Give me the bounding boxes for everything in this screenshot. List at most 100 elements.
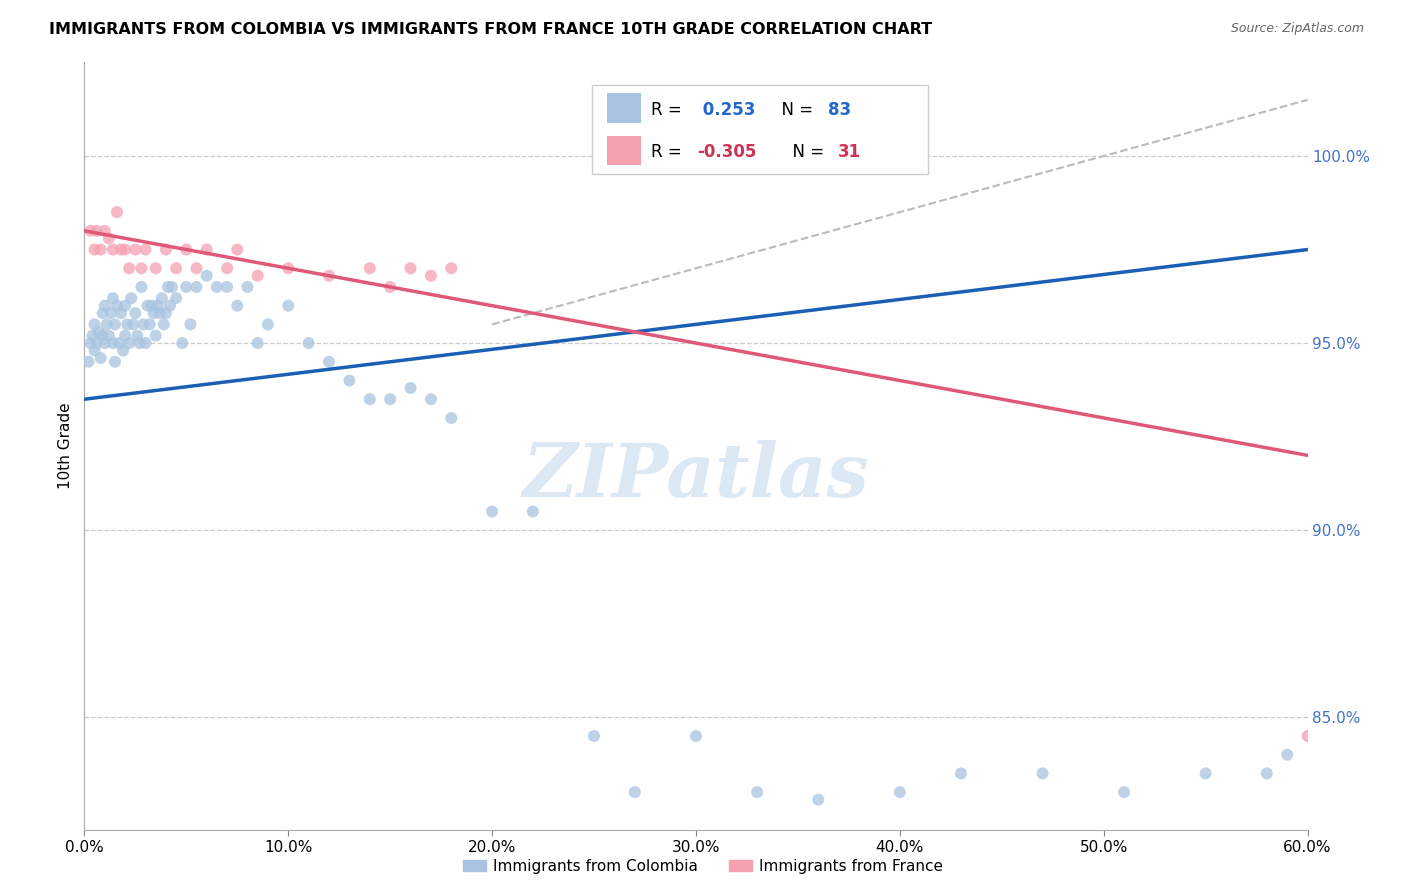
Text: N =: N = xyxy=(770,101,818,120)
Point xyxy=(90,243,112,257)
Point xyxy=(165,261,187,276)
Point xyxy=(93,299,115,313)
Point xyxy=(124,306,146,320)
Point xyxy=(155,306,177,320)
Point xyxy=(246,268,269,283)
Point xyxy=(420,268,443,283)
Point xyxy=(77,355,100,369)
Point xyxy=(195,243,218,257)
Point xyxy=(136,299,159,313)
Point xyxy=(174,243,197,257)
Legend: Immigrants from Colombia, Immigrants from France: Immigrants from Colombia, Immigrants fro… xyxy=(457,853,949,880)
Point xyxy=(1296,729,1319,743)
Point xyxy=(114,299,136,313)
Point xyxy=(122,318,145,332)
Point xyxy=(83,343,105,358)
Point xyxy=(96,318,118,332)
Point xyxy=(186,261,208,276)
Point xyxy=(87,325,110,339)
Point xyxy=(950,766,973,780)
Point xyxy=(481,504,503,518)
Point xyxy=(110,243,132,257)
Point xyxy=(1195,766,1218,780)
Point xyxy=(97,328,120,343)
Point xyxy=(685,729,707,743)
Point xyxy=(440,411,463,425)
Point xyxy=(236,280,259,294)
Point xyxy=(145,261,167,276)
Point xyxy=(339,374,361,388)
Text: 83: 83 xyxy=(828,101,851,120)
Point xyxy=(135,336,157,351)
Text: -0.305: -0.305 xyxy=(697,144,756,161)
Point xyxy=(86,336,108,351)
Point xyxy=(359,392,381,407)
Point xyxy=(108,336,131,351)
Point xyxy=(277,261,299,276)
Point xyxy=(132,318,155,332)
Point xyxy=(257,318,280,332)
Point xyxy=(277,299,299,313)
Point xyxy=(91,306,114,320)
Point xyxy=(217,280,239,294)
Point xyxy=(205,280,228,294)
Point xyxy=(118,261,141,276)
Point xyxy=(318,355,340,369)
Point xyxy=(91,328,114,343)
Point xyxy=(114,328,136,343)
Point xyxy=(101,291,124,305)
Point xyxy=(359,261,381,276)
Point xyxy=(153,318,176,332)
Point xyxy=(120,291,142,305)
Point xyxy=(440,261,463,276)
Point xyxy=(124,243,146,257)
Point xyxy=(217,261,239,276)
Point xyxy=(79,224,101,238)
Point xyxy=(104,355,127,369)
Point xyxy=(399,381,422,395)
Point xyxy=(165,291,187,305)
Point xyxy=(141,299,163,313)
Point xyxy=(380,280,402,294)
Point xyxy=(131,280,153,294)
Point xyxy=(226,299,249,313)
Point xyxy=(298,336,321,351)
Point xyxy=(583,729,606,743)
Point xyxy=(160,280,183,294)
Point xyxy=(522,504,544,518)
Point xyxy=(1114,785,1136,799)
Point xyxy=(174,280,197,294)
Point xyxy=(146,299,169,313)
Point xyxy=(747,785,769,799)
Text: Source: ZipAtlas.com: Source: ZipAtlas.com xyxy=(1230,22,1364,36)
Point xyxy=(1032,766,1054,780)
Point xyxy=(104,318,127,332)
Point xyxy=(135,243,157,257)
Point xyxy=(145,328,167,343)
Point xyxy=(195,268,218,283)
Point xyxy=(127,328,149,343)
Text: R =: R = xyxy=(651,101,686,120)
Text: 31: 31 xyxy=(838,144,860,161)
Point xyxy=(115,318,138,332)
Point xyxy=(150,291,173,305)
Bar xyxy=(606,94,641,122)
Point xyxy=(1277,747,1299,762)
Point xyxy=(246,336,269,351)
Point xyxy=(807,792,830,806)
Point xyxy=(97,231,120,245)
Point xyxy=(186,280,208,294)
Bar xyxy=(592,86,928,174)
Point xyxy=(226,243,249,257)
Point xyxy=(128,336,150,351)
Point xyxy=(112,343,135,358)
Point xyxy=(624,785,647,799)
Point xyxy=(105,299,128,313)
Text: IMMIGRANTS FROM COLOMBIA VS IMMIGRANTS FROM FRANCE 10TH GRADE CORRELATION CHART: IMMIGRANTS FROM COLOMBIA VS IMMIGRANTS F… xyxy=(49,22,932,37)
Point xyxy=(83,318,105,332)
Point xyxy=(93,336,115,351)
Point xyxy=(420,392,443,407)
Point xyxy=(118,336,141,351)
Text: 0.253: 0.253 xyxy=(697,101,755,120)
Point xyxy=(105,205,128,219)
